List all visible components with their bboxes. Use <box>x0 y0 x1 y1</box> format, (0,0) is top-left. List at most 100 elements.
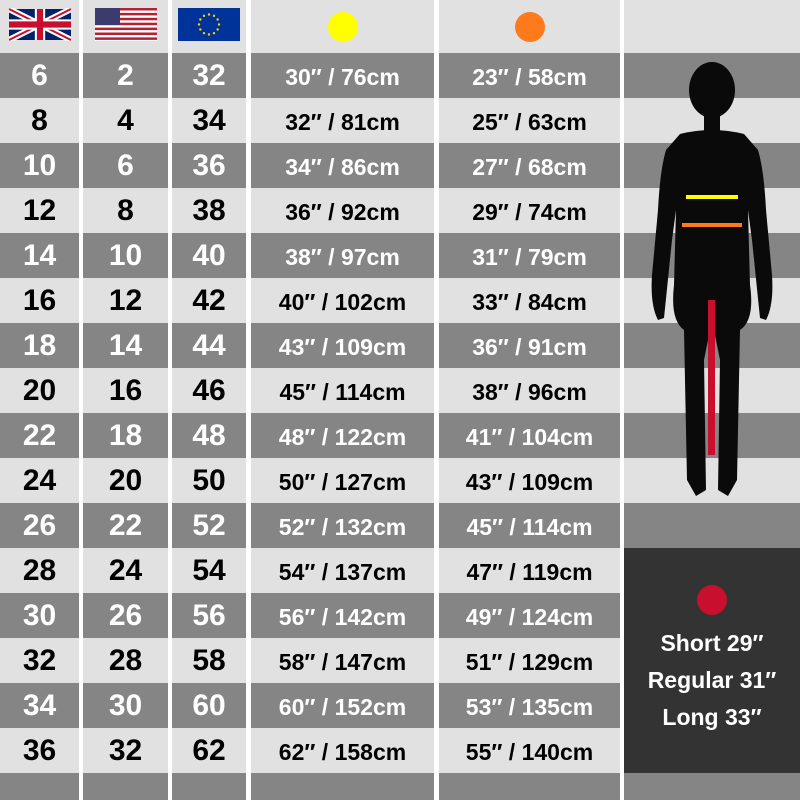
uk-cell: 16 <box>0 278 79 323</box>
waist-cell: 48″ / 122cm <box>251 413 434 458</box>
eu-cell: 40 <box>172 233 246 278</box>
eu-cell: 56 <box>172 593 246 638</box>
eu-cell: 62 <box>172 728 246 773</box>
waist-cell: 38″ / 97cm <box>251 233 434 278</box>
figure-stripe <box>624 503 800 548</box>
hip-line-marker <box>682 223 742 227</box>
uk-cell: 18 <box>0 323 79 368</box>
waist-cell: 56″ / 142cm <box>251 593 434 638</box>
waist-cell: 62″ / 158cm <box>251 728 434 773</box>
eu-cell: 44 <box>172 323 246 368</box>
us-cell: 12 <box>83 278 168 323</box>
eu-cell: 48 <box>172 413 246 458</box>
hips-cell: 29″ / 74cm <box>439 188 620 233</box>
us-cell: 14 <box>83 323 168 368</box>
uk-cell: 6 <box>0 53 79 98</box>
eu-cell: 32 <box>172 53 246 98</box>
waist-header <box>251 0 434 53</box>
us-cell: 26 <box>83 593 168 638</box>
hips-cell: 49″ / 124cm <box>439 593 620 638</box>
waist-cell: 50″ / 127cm <box>251 458 434 503</box>
us-cell: 32 <box>83 728 168 773</box>
hips-cell: 36″ / 91cm <box>439 323 620 368</box>
hips-cell: 51″ / 129cm <box>439 638 620 683</box>
us-cell: 18 <box>83 413 168 458</box>
eu-header <box>172 0 246 53</box>
hips-cell: 27″ / 68cm <box>439 143 620 188</box>
waist-cell: 60″ / 152cm <box>251 683 434 728</box>
uk-flag-icon <box>7 5 72 46</box>
red-dot-icon <box>697 585 727 615</box>
waist-column: 30″ / 76cm 32″ / 81cm 34″ / 86cm 36″ / 92cm… <box>251 0 434 800</box>
eu-cell: 54 <box>172 548 246 593</box>
us-cell: 2 <box>83 53 168 98</box>
uk-cell: 24 <box>0 458 79 503</box>
us-cell: 30 <box>83 683 168 728</box>
figure-stripe <box>624 458 800 503</box>
yellow-dot-icon <box>327 11 358 42</box>
uk-cell: 30 <box>0 593 79 638</box>
uk-cell: 22 <box>0 413 79 458</box>
inseam-long: Long 33″ <box>662 704 762 730</box>
waist-cell: 30″ / 76cm <box>251 53 434 98</box>
figure-header <box>624 0 800 53</box>
waist-line-marker <box>686 195 738 199</box>
uk-size-column: 6 8 10 12 14 16 18 20 22 24 26 28 30 32 34 36 <box>0 0 79 800</box>
eu-cell: 38 <box>172 188 246 233</box>
uk-cell: 36 <box>0 728 79 773</box>
hips-cell: 38″ / 96cm <box>439 368 620 413</box>
waist-cell: 45″ / 114cm <box>251 368 434 413</box>
hips-cell: 31″ / 79cm <box>439 233 620 278</box>
hips-cell: 55″ / 140cm <box>439 728 620 773</box>
eu-cell: 60 <box>172 683 246 728</box>
hips-cell: 45″ / 114cm <box>439 503 620 548</box>
hips-cell: 33″ / 84cm <box>439 278 620 323</box>
uk-cell: 14 <box>0 233 79 278</box>
bottom-strip <box>0 773 79 800</box>
hips-cell: 23″ / 58cm <box>439 53 620 98</box>
waist-cell: 43″ / 109cm <box>251 323 434 368</box>
waist-cell: 36″ / 92cm <box>251 188 434 233</box>
waist-cell: 52″ / 132cm <box>251 503 434 548</box>
us-cell: 8 <box>83 188 168 233</box>
inseam-short: Short 29″ <box>660 630 764 656</box>
eu-size-column: 32 34 36 38 40 42 44 46 48 50 52 54 56 58 60 62 <box>172 0 246 800</box>
us-header <box>83 0 168 53</box>
hips-cell: 47″ / 119cm <box>439 548 620 593</box>
us-cell: 24 <box>83 548 168 593</box>
us-cell: 6 <box>83 143 168 188</box>
inseam-regular: Regular 31″ <box>647 667 777 693</box>
bottom-strip <box>624 773 800 800</box>
uk-header <box>0 0 79 53</box>
uk-cell: 34 <box>0 683 79 728</box>
us-cell: 28 <box>83 638 168 683</box>
us-cell: 10 <box>83 233 168 278</box>
bottom-strip <box>172 773 246 800</box>
hips-cell: 25″ / 63cm <box>439 98 620 143</box>
waist-cell: 54″ / 137cm <box>251 548 434 593</box>
hips-column: 23″ / 58cm 25″ / 63cm 27″ / 68cm 29″ / 74cm… <box>439 0 620 800</box>
us-cell: 4 <box>83 98 168 143</box>
hips-cell: 41″ / 104cm <box>439 413 620 458</box>
bottom-strip <box>83 773 168 800</box>
waist-cell: 34″ / 86cm <box>251 143 434 188</box>
hips-cell: 43″ / 109cm <box>439 458 620 503</box>
uk-cell: 28 <box>0 548 79 593</box>
eu-cell: 46 <box>172 368 246 413</box>
inseam-line-marker <box>708 300 715 455</box>
us-cell: 16 <box>83 368 168 413</box>
eu-cell: 58 <box>172 638 246 683</box>
uk-cell: 12 <box>0 188 79 233</box>
waist-cell: 40″ / 102cm <box>251 278 434 323</box>
eu-cell: 52 <box>172 503 246 548</box>
inseam-panel: Short 29″ Regular 31″ Long 33″ <box>624 548 800 773</box>
waist-cell: 58″ / 147cm <box>251 638 434 683</box>
waist-cell: 32″ / 81cm <box>251 98 434 143</box>
uk-cell: 20 <box>0 368 79 413</box>
eu-cell: 50 <box>172 458 246 503</box>
eu-cell: 36 <box>172 143 246 188</box>
eu-cell: 34 <box>172 98 246 143</box>
eu-cell: 42 <box>172 278 246 323</box>
uk-cell: 10 <box>0 143 79 188</box>
hips-cell: 53″ / 135cm <box>439 683 620 728</box>
